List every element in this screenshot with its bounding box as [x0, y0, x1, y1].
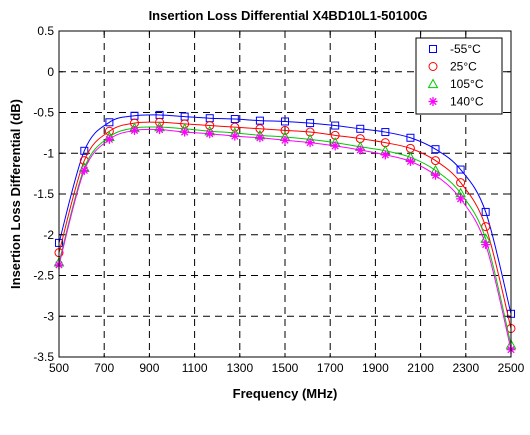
data-point-asterisk: [155, 125, 165, 135]
x-tick-label: 1100: [182, 361, 208, 375]
x-tick-label: 1300: [226, 361, 253, 375]
chart-title: Insertion Loss Differential X4BD10L1-501…: [149, 8, 428, 23]
data-point-square: [431, 145, 440, 154]
data-point-asterisk: [255, 133, 265, 143]
data-point-asterisk: [428, 97, 438, 106]
data-point-asterisk: [330, 141, 340, 151]
y-tick-label: -1: [43, 146, 54, 160]
x-tick-label: 1500: [272, 361, 299, 375]
legend-item: 105°C: [427, 77, 484, 91]
data-point-asterisk: [104, 134, 114, 144]
data-point-square: [281, 117, 289, 126]
axis-ticks: 500 700 900 1100 1300 1500 1700 1900 2100 2300 250…: [33, 24, 524, 375]
data-point-asterisk: [431, 170, 441, 180]
data-point-square: [406, 133, 415, 142]
legend-item: 25°C: [428, 60, 477, 74]
data-point-circle: [431, 156, 441, 166]
data-point-circle: [481, 222, 491, 232]
data-point-square: [356, 124, 365, 133]
y-tick-label: 0.5: [37, 24, 54, 38]
y-tick-label: -1.5: [33, 187, 54, 201]
data-point-square: [306, 119, 315, 128]
data-point-square: [381, 128, 390, 137]
data-point-triangle: [427, 78, 439, 89]
data-point-asterisk: [481, 240, 491, 250]
data-point-asterisk: [405, 156, 415, 166]
data-point-circle: [428, 62, 438, 71]
data-point-asterisk: [230, 131, 240, 141]
data-point-square: [105, 118, 114, 127]
data-point-circle: [330, 130, 340, 140]
data-point-asterisk: [280, 135, 290, 145]
data-point-square: [429, 45, 437, 53]
y-tick-label: 0: [47, 65, 54, 79]
data-point-square: [230, 115, 239, 124]
legend-label: -55°C: [450, 42, 481, 56]
y-tick-label: -0.5: [33, 106, 54, 120]
data-point-circle: [255, 124, 265, 134]
x-axis-label: Frequency (MHz): [233, 386, 338, 401]
data-point-square: [80, 146, 89, 155]
data-point-asterisk: [129, 125, 139, 135]
data-point-square: [331, 121, 340, 130]
data-point-asterisk: [205, 129, 215, 139]
data-point-circle: [79, 156, 89, 166]
data-point-square: [481, 207, 490, 216]
legend-label: 25°C: [450, 60, 477, 74]
x-tick-label: 500: [49, 361, 69, 375]
data-point-asterisk: [180, 127, 190, 137]
x-tick-label: 2300: [452, 361, 479, 375]
x-tick-label: 1700: [317, 361, 344, 375]
series-3: [54, 125, 516, 355]
legend: -55°C 25°C 105°C 140°C: [415, 37, 503, 115]
data-point-asterisk: [456, 194, 466, 204]
legend-label: 140°C: [450, 95, 484, 109]
x-tick-label: 900: [139, 361, 159, 375]
data-point-circle: [305, 127, 315, 137]
x-tick-label: 1900: [362, 361, 389, 375]
y-tick-label: -2: [43, 228, 54, 242]
legend-item: 140°C: [428, 95, 484, 109]
y-tick-label: -3: [43, 309, 54, 323]
data-point-square: [255, 116, 264, 125]
y-tick-label: -3.5: [33, 350, 54, 364]
x-tick-label: 700: [94, 361, 114, 375]
y-axis-label: Insertion Loss Differential (dB): [8, 99, 23, 289]
data-point-asterisk: [355, 145, 365, 155]
data-point-circle: [230, 122, 240, 132]
x-tick-label: 2500: [498, 361, 525, 375]
data-point-asterisk: [79, 165, 89, 175]
data-point-square: [456, 165, 465, 174]
y-tick-label: -2.5: [33, 269, 54, 283]
series-layer: [53, 110, 517, 355]
data-point-circle: [280, 125, 290, 135]
legend-label: 105°C: [450, 77, 484, 91]
data-point-asterisk: [305, 138, 315, 148]
data-point-asterisk: [380, 150, 390, 160]
data-point-circle: [456, 178, 466, 188]
x-tick-label: 2100: [407, 361, 434, 375]
legend-item: -55°C: [429, 42, 481, 56]
